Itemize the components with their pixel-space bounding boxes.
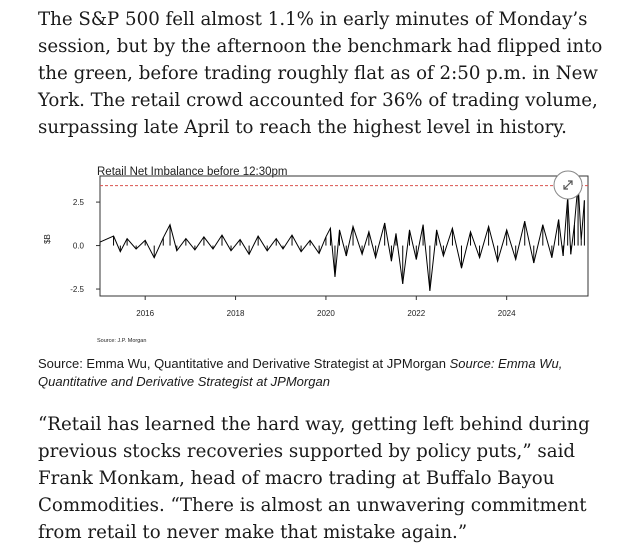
series-group [99, 182, 585, 291]
chart-title: Retail Net Imbalance before 12:30pm [97, 166, 288, 178]
chart-figure: Retail Net Imbalance before 12:30pm $B 2… [38, 156, 598, 348]
x-tick-label-2: 2020 [317, 309, 335, 318]
y-axis-ticks: 2.5 0.0 -2.5 [70, 198, 100, 294]
x-tick-label-3: 2022 [407, 309, 425, 318]
y-axis-label: $B [43, 234, 52, 244]
y-tick-label-0: 2.5 [73, 198, 85, 207]
plot-frame [99, 175, 589, 297]
chart-svg: Retail Net Imbalance before 12:30pm $B 2… [43, 166, 589, 344]
y-tick-label-1: 0.0 [73, 242, 85, 251]
expand-diagonal-icon [563, 180, 573, 190]
chart-source-note: Source: J.P. Morgan [97, 338, 146, 344]
article-paragraph-1: The S&P 500 fell almost 1.1% in early mi… [38, 9, 603, 138]
y-tick-label-2: -2.5 [70, 285, 84, 294]
x-tick-label-4: 2024 [498, 309, 516, 318]
x-tick-label-0: 2016 [136, 309, 154, 318]
caption-main: Source: Emma Wu, Quantitative and Deriva… [38, 356, 446, 371]
series-line-0 [99, 182, 585, 291]
expand-button[interactable] [553, 170, 583, 200]
x-axis-ticks: 2016 2018 2020 2022 2024 [136, 296, 516, 318]
caption-italic: Source: Emma Wu, Quantitative and Deriva… [38, 356, 563, 389]
article-paragraph-2: “Retail has learned the hard way, gettin… [38, 414, 590, 543]
figure-caption: Source: Emma Wu, Quantitative and Deriva… [38, 355, 598, 390]
x-tick-label-1: 2018 [227, 309, 245, 318]
